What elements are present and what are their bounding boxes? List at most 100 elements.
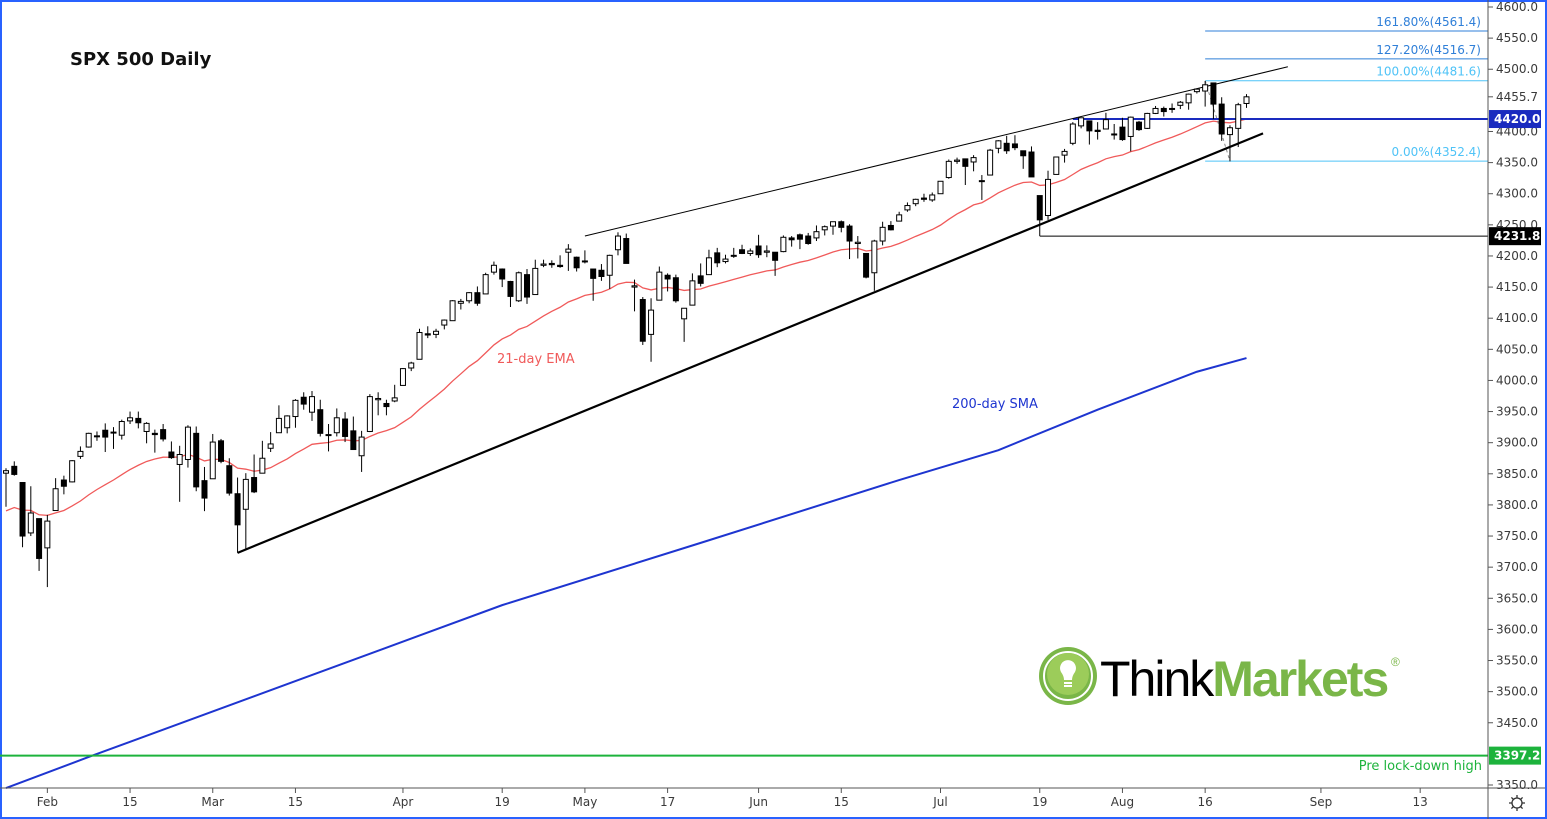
candle[interactable] xyxy=(1102,112,1109,130)
candle[interactable] xyxy=(168,441,175,459)
candle[interactable] xyxy=(1226,125,1233,162)
candle[interactable] xyxy=(1003,135,1010,154)
candle[interactable] xyxy=(1243,94,1250,108)
candle[interactable] xyxy=(1235,102,1242,148)
candle[interactable] xyxy=(962,158,969,186)
candle[interactable] xyxy=(672,274,679,303)
candle[interactable] xyxy=(383,399,390,416)
candle[interactable] xyxy=(524,269,531,304)
candle[interactable] xyxy=(1094,122,1101,140)
candle[interactable] xyxy=(507,280,514,307)
candle[interactable] xyxy=(36,518,43,571)
candle[interactable] xyxy=(267,432,274,453)
candle[interactable] xyxy=(226,458,233,496)
candle[interactable] xyxy=(118,419,125,440)
candle[interactable] xyxy=(490,261,497,275)
candle[interactable] xyxy=(954,157,961,164)
candle[interactable] xyxy=(1135,120,1142,131)
candle[interactable] xyxy=(19,482,26,548)
candle[interactable] xyxy=(449,300,456,322)
candle[interactable] xyxy=(623,233,630,264)
candle[interactable] xyxy=(151,429,158,453)
candle[interactable] xyxy=(970,155,977,172)
candle[interactable] xyxy=(292,399,299,428)
candle[interactable] xyxy=(639,297,646,345)
candle[interactable] xyxy=(821,225,828,236)
candle[interactable] xyxy=(275,405,282,434)
candle[interactable] xyxy=(251,454,258,494)
candle[interactable] xyxy=(433,328,440,339)
candle[interactable] xyxy=(705,249,712,276)
candle[interactable] xyxy=(763,245,770,258)
candle[interactable] xyxy=(995,140,1002,154)
candle[interactable] xyxy=(854,236,861,259)
candle[interactable] xyxy=(1193,88,1200,94)
candle[interactable] xyxy=(1061,148,1068,163)
candle[interactable] xyxy=(515,271,522,303)
candle[interactable] xyxy=(85,432,92,448)
candle[interactable] xyxy=(160,424,167,442)
candle[interactable] xyxy=(573,256,580,272)
candle[interactable] xyxy=(945,159,952,179)
candle[interactable] xyxy=(1086,120,1093,145)
candle[interactable] xyxy=(308,391,315,421)
candle[interactable] xyxy=(1169,103,1176,113)
candle[interactable] xyxy=(581,250,588,264)
candle[interactable] xyxy=(937,180,944,195)
candle[interactable] xyxy=(887,221,894,231)
candle[interactable] xyxy=(796,233,803,250)
candle[interactable] xyxy=(598,264,605,281)
candle[interactable] xyxy=(399,367,406,386)
candle[interactable] xyxy=(730,247,737,258)
candle[interactable] xyxy=(1053,156,1060,175)
candle[interactable] xyxy=(60,475,67,495)
candle[interactable] xyxy=(780,235,787,253)
candle[interactable] xyxy=(987,148,994,176)
candle[interactable] xyxy=(375,392,382,416)
candle[interactable] xyxy=(27,486,34,537)
candle[interactable] xyxy=(366,394,373,433)
candle[interactable] xyxy=(614,232,621,256)
candle[interactable] xyxy=(466,292,473,304)
candle[interactable] xyxy=(441,319,448,330)
candle[interactable] xyxy=(300,392,307,410)
candle[interactable] xyxy=(52,478,59,512)
candle[interactable] xyxy=(689,273,696,306)
candle[interactable] xyxy=(772,251,779,276)
candle[interactable] xyxy=(904,202,911,212)
candle[interactable] xyxy=(681,307,688,342)
candle[interactable] xyxy=(1020,150,1027,169)
candle[interactable] xyxy=(830,221,836,235)
candle[interactable] xyxy=(1185,93,1192,110)
candle[interactable] xyxy=(739,244,746,255)
candle[interactable] xyxy=(747,248,754,256)
candle[interactable] xyxy=(342,412,349,443)
candle[interactable] xyxy=(1210,82,1217,120)
candle[interactable] xyxy=(3,468,9,507)
candle[interactable] xyxy=(408,361,415,372)
candle[interactable] xyxy=(896,211,903,222)
candle[interactable] xyxy=(77,446,84,459)
candle[interactable] xyxy=(135,411,142,429)
candle[interactable] xyxy=(44,514,51,588)
candle[interactable] xyxy=(838,220,845,233)
candle[interactable] xyxy=(788,236,795,247)
candle[interactable] xyxy=(590,268,597,301)
candle[interactable] xyxy=(631,279,638,312)
candle[interactable] xyxy=(805,232,812,245)
candle[interactable] xyxy=(193,426,200,492)
candle[interactable] xyxy=(209,433,216,480)
candle[interactable] xyxy=(143,422,150,444)
candle[interactable] xyxy=(1078,117,1085,129)
candle[interactable] xyxy=(474,286,481,306)
candle[interactable] xyxy=(1119,117,1126,141)
candle[interactable] xyxy=(714,247,721,268)
candle[interactable] xyxy=(813,225,820,242)
candle[interactable] xyxy=(102,423,109,453)
candle[interactable] xyxy=(1160,106,1167,117)
candle[interactable] xyxy=(532,259,539,296)
candle[interactable] xyxy=(127,411,134,425)
candle[interactable] xyxy=(350,416,357,451)
candle[interactable] xyxy=(1036,195,1043,237)
candle[interactable] xyxy=(1202,81,1209,107)
